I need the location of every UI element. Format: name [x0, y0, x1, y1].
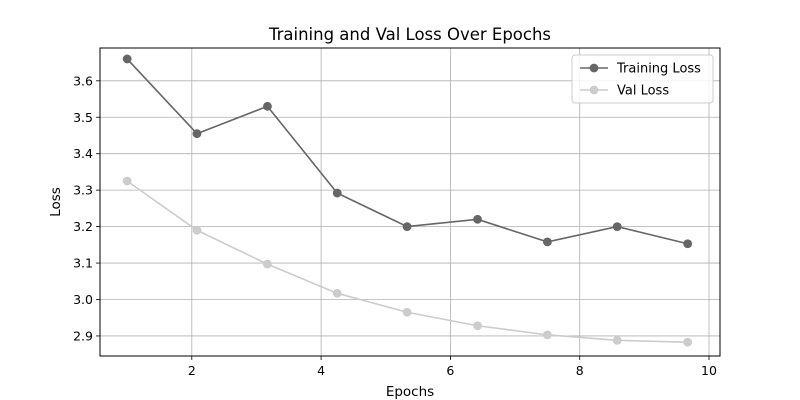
val-loss-point [473, 321, 482, 331]
training-loss-point [192, 129, 202, 139]
x-tick-label: 6 [446, 363, 454, 378]
legend-marker-val-loss [589, 85, 599, 95]
legend-label-training-loss: Training Loss [616, 62, 701, 77]
training-loss-point [612, 222, 622, 232]
val-loss-point [192, 225, 202, 235]
ticks: 2 4 6 8 10 2.9 3.0 3.1 3.2 3.3 3.4 3.5 3.6 [73, 73, 717, 378]
val-loss-line [126, 180, 688, 343]
training-loss-point [683, 239, 693, 249]
x-tick-label: 2 [188, 363, 196, 378]
y-tick-label: 3.3 [73, 183, 93, 198]
chart-title: Training and Val Loss Over Epochs [268, 25, 551, 44]
legend-label-val-loss: Val Loss [617, 84, 669, 99]
y-tick-label: 3.4 [73, 146, 93, 161]
y-tick-label: 3.6 [73, 73, 93, 88]
y-tick-label: 3.1 [73, 256, 93, 271]
val-loss-point [332, 288, 342, 298]
val-loss-point [122, 176, 132, 186]
series-layer [122, 54, 693, 347]
val-loss-point [683, 337, 693, 347]
val-loss-point [263, 259, 272, 269]
training-loss-point [263, 101, 272, 111]
val-loss-point [542, 330, 552, 340]
training-loss-point [473, 214, 482, 224]
y-axis-title: Loss [48, 187, 64, 217]
y-tick-label: 3.0 [73, 292, 93, 307]
legend-marker-training-loss [589, 63, 599, 73]
training-loss-point [542, 237, 552, 247]
legend-box [571, 54, 714, 104]
training-loss-point [332, 188, 342, 198]
val-loss-point [402, 307, 412, 317]
x-tick-label: 8 [576, 363, 584, 378]
y-tick-label: 3.5 [73, 110, 93, 125]
x-axis-title: Epochs [386, 384, 434, 400]
plot-frame [99, 47, 721, 357]
y-tick-label: 3.2 [73, 219, 93, 234]
legend: Training Loss Val Loss [571, 54, 714, 104]
training-loss-point [402, 222, 412, 232]
val-loss-point [612, 335, 622, 345]
training-loss-point [122, 54, 132, 64]
y-tick-label: 2.9 [73, 328, 93, 343]
x-tick-label: 10 [701, 363, 717, 378]
x-tick-label: 4 [317, 363, 325, 378]
